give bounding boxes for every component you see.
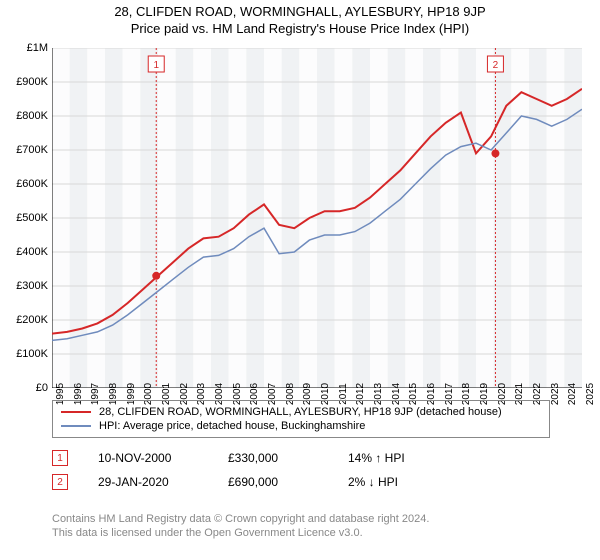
footer-line-2: This data is licensed under the Open Gov… — [52, 526, 550, 540]
marker-delta: 2% ↓ HPI — [348, 475, 468, 489]
chart-area: 12 — [52, 48, 582, 388]
x-tick-label: 2023 — [550, 383, 561, 405]
y-tick-label: £700K — [16, 144, 48, 156]
legend-swatch — [61, 425, 91, 427]
title-block: 28, CLIFDEN ROAD, WORMINGHALL, AYLESBURY… — [0, 0, 600, 38]
marker-price: £330,000 — [228, 451, 318, 465]
y-tick-label: £600K — [16, 178, 48, 190]
marker-date: 10-NOV-2000 — [98, 451, 198, 465]
legend-swatch — [61, 411, 91, 413]
chart-subtitle: Price paid vs. HM Land Registry's House … — [0, 21, 600, 36]
svg-text:2: 2 — [493, 60, 499, 71]
y-tick-label: £0 — [36, 382, 48, 394]
y-tick-label: £400K — [16, 246, 48, 258]
x-tick-label: 2025 — [585, 383, 596, 405]
marker-id-box: 2 — [52, 474, 68, 490]
marker-row: 2 29-JAN-2020 £690,000 2% ↓ HPI — [52, 470, 550, 494]
x-tick-label: 2024 — [567, 383, 578, 405]
marker-id-box: 1 — [52, 450, 68, 466]
y-tick-label: £200K — [16, 314, 48, 326]
y-tick-label: £900K — [16, 76, 48, 88]
marker-row: 1 10-NOV-2000 £330,000 14% ↑ HPI — [52, 446, 550, 470]
y-tick-label: £800K — [16, 110, 48, 122]
footer-line-1: Contains HM Land Registry data © Crown c… — [52, 512, 550, 526]
marker-price: £690,000 — [228, 475, 318, 489]
marker-date: 29-JAN-2020 — [98, 475, 198, 489]
chart-title: 28, CLIFDEN ROAD, WORMINGHALL, AYLESBURY… — [0, 4, 600, 19]
y-tick-label: £1M — [27, 42, 48, 54]
legend-label: HPI: Average price, detached house, Buck… — [99, 420, 365, 432]
marker-delta: 14% ↑ HPI — [348, 451, 468, 465]
chart-svg: 12 — [52, 48, 582, 388]
legend-label: 28, CLIFDEN ROAD, WORMINGHALL, AYLESBURY… — [99, 406, 502, 418]
chart-container: 28, CLIFDEN ROAD, WORMINGHALL, AYLESBURY… — [0, 0, 600, 560]
marker-table: 1 10-NOV-2000 £330,000 14% ↑ HPI 2 29-JAN-202… — [52, 446, 550, 494]
legend-row: 28, CLIFDEN ROAD, WORMINGHALL, AYLESBURY… — [61, 405, 541, 419]
legend: 28, CLIFDEN ROAD, WORMINGHALL, AYLESBURY… — [52, 400, 550, 438]
y-tick-label: £500K — [16, 212, 48, 224]
footer-attribution: Contains HM Land Registry data © Crown c… — [52, 512, 550, 541]
y-tick-label: £100K — [16, 348, 48, 360]
y-tick-label: £300K — [16, 280, 48, 292]
svg-text:1: 1 — [153, 60, 159, 71]
legend-row: HPI: Average price, detached house, Buck… — [61, 419, 541, 433]
